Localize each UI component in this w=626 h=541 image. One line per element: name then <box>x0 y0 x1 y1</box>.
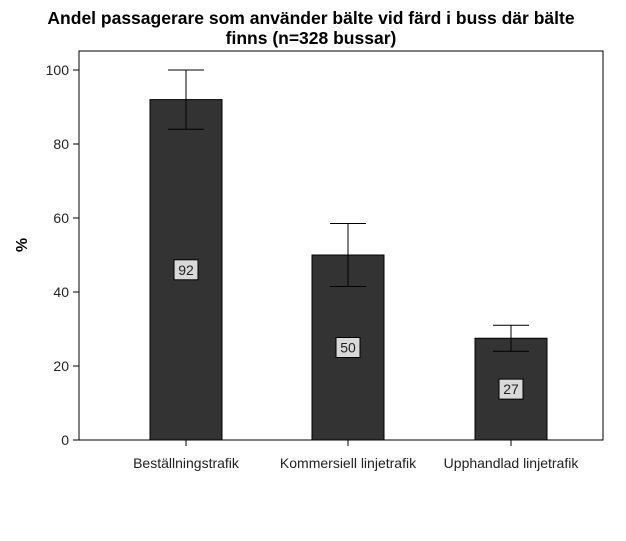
data-label-upphandlad-linjetrafik: 27 <box>503 381 519 397</box>
chart-title-line-2: finns (n=328 bussar) <box>226 28 397 48</box>
error-bar-kommersiell-linjetrafik <box>330 223 366 287</box>
x-tick-label-kommersiell-linjetrafik: Kommersiell linjetrafik <box>280 455 417 471</box>
y-tick-label-100: 100 <box>46 62 70 78</box>
y-tick-label-60: 60 <box>53 210 69 226</box>
data-label-box-kommersiell-linjetrafik <box>335 337 361 358</box>
y-axis-label: % <box>14 238 31 252</box>
y-tick-label-20: 20 <box>53 358 69 374</box>
error-bar-upphandlad-linjetrafik <box>493 324 529 352</box>
chart-title-line-1: Andel passagerare som använder bälte vid… <box>47 8 574 28</box>
data-label-box-upphandlad-linjetrafik <box>498 378 524 400</box>
y-tick-label-80: 80 <box>53 136 69 152</box>
y-tick-label-40: 40 <box>53 284 69 300</box>
x-tick-label-best-llningstrafik: Beställningstrafik <box>133 455 240 471</box>
data-label-best-llningstrafik: 92 <box>178 262 194 278</box>
error-bar-best-llningstrafik <box>168 69 204 130</box>
data-label-box-best-llningstrafik <box>173 259 199 281</box>
y-tick-label-0: 0 <box>61 432 69 448</box>
x-tick-label-upphandlad-linjetrafik: Upphandlad linjetrafik <box>444 455 580 471</box>
data-label-kommersiell-linjetrafik: 50 <box>340 340 356 356</box>
